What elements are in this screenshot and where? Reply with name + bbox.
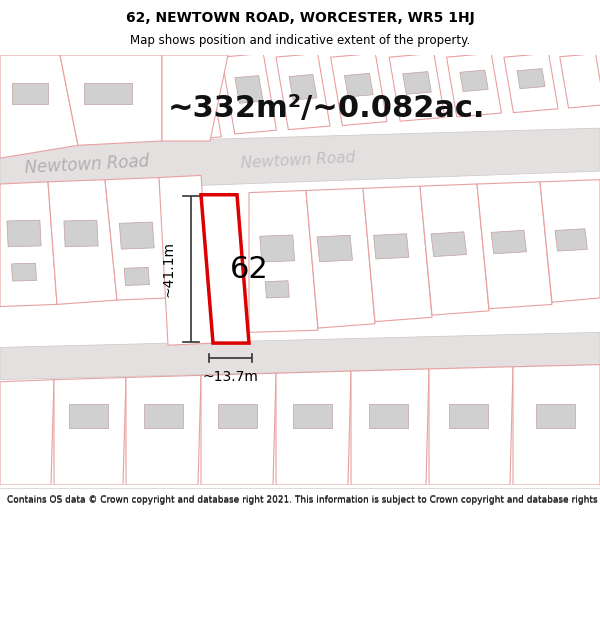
Polygon shape [218, 404, 257, 428]
Polygon shape [48, 180, 117, 304]
Polygon shape [363, 186, 432, 322]
Polygon shape [64, 220, 98, 247]
Polygon shape [144, 404, 182, 428]
Polygon shape [317, 235, 352, 262]
Polygon shape [276, 371, 351, 485]
Polygon shape [446, 53, 502, 117]
Polygon shape [560, 54, 600, 108]
Text: Newtown Road: Newtown Road [24, 152, 149, 177]
Polygon shape [429, 367, 513, 485]
Polygon shape [389, 53, 445, 121]
Text: 62, NEWTOWN ROAD, WORCESTER, WR5 1HJ: 62, NEWTOWN ROAD, WORCESTER, WR5 1HJ [125, 11, 475, 25]
Polygon shape [491, 230, 527, 254]
Polygon shape [0, 182, 57, 306]
Polygon shape [449, 404, 487, 428]
Text: 62: 62 [230, 256, 268, 284]
Polygon shape [374, 234, 409, 259]
Polygon shape [351, 369, 429, 485]
Polygon shape [403, 72, 431, 94]
Polygon shape [159, 176, 213, 345]
Text: Contains OS data © Crown copyright and database right 2021. This information is : Contains OS data © Crown copyright and d… [7, 495, 600, 504]
Polygon shape [12, 83, 48, 104]
Polygon shape [221, 54, 277, 134]
Polygon shape [119, 222, 154, 249]
Polygon shape [235, 76, 263, 103]
Polygon shape [504, 53, 558, 112]
Polygon shape [517, 69, 545, 89]
Polygon shape [169, 56, 221, 140]
Polygon shape [0, 55, 78, 158]
Polygon shape [84, 83, 132, 104]
Polygon shape [126, 376, 201, 485]
Polygon shape [513, 364, 600, 485]
Polygon shape [555, 229, 587, 251]
Polygon shape [11, 263, 37, 281]
Polygon shape [201, 373, 276, 485]
Polygon shape [7, 220, 41, 247]
Polygon shape [60, 55, 162, 145]
Text: Newtown Road: Newtown Road [240, 150, 355, 171]
Text: Map shows position and indicative extent of the property.: Map shows position and indicative extent… [130, 34, 470, 47]
Polygon shape [0, 379, 54, 485]
Text: ~13.7m: ~13.7m [202, 370, 259, 384]
Polygon shape [370, 404, 409, 428]
Polygon shape [105, 177, 168, 300]
Polygon shape [344, 73, 373, 97]
Polygon shape [0, 128, 600, 192]
Polygon shape [306, 188, 375, 328]
Polygon shape [331, 53, 387, 126]
Polygon shape [289, 74, 317, 100]
Text: ~41.1m: ~41.1m [162, 241, 176, 297]
Text: ~332m²/~0.082ac.: ~332m²/~0.082ac. [168, 94, 485, 123]
Polygon shape [276, 54, 330, 129]
Polygon shape [460, 70, 488, 91]
Polygon shape [162, 55, 228, 141]
Text: Contains OS data © Crown copyright and database right 2021. This information is : Contains OS data © Crown copyright and d… [7, 496, 600, 505]
Polygon shape [265, 281, 289, 298]
Polygon shape [70, 404, 108, 428]
Polygon shape [431, 232, 467, 257]
Polygon shape [420, 184, 489, 315]
Polygon shape [0, 332, 600, 379]
Polygon shape [260, 235, 295, 262]
Polygon shape [536, 404, 575, 428]
Polygon shape [540, 180, 600, 302]
Polygon shape [201, 195, 249, 343]
Polygon shape [293, 404, 331, 428]
Polygon shape [249, 191, 318, 332]
Polygon shape [54, 378, 126, 485]
Polygon shape [124, 268, 149, 286]
Polygon shape [477, 182, 552, 309]
